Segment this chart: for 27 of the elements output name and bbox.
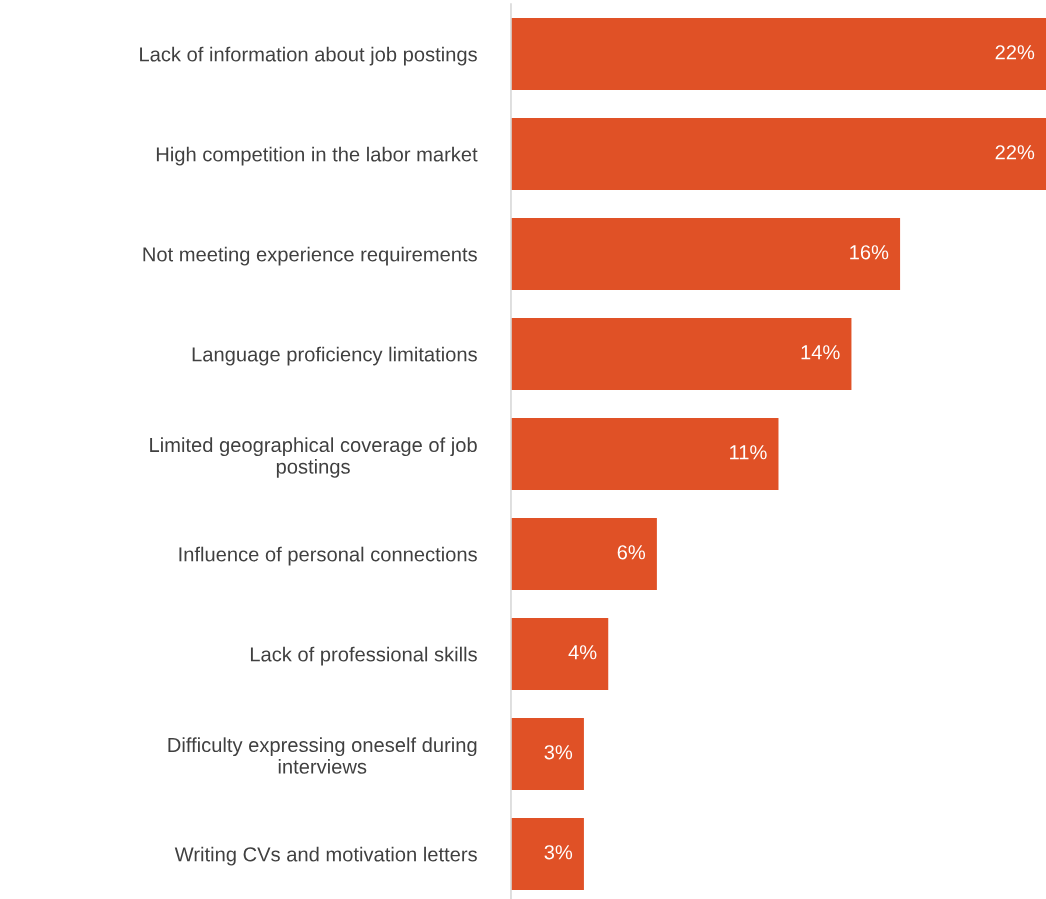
data-label: 16% bbox=[850, 245, 889, 260]
data-label: 3% bbox=[544, 845, 573, 860]
y-tick-label: Language proficiency limitations bbox=[192, 346, 477, 366]
y-tick-label: Limited geographical coverage of job postings bbox=[150, 437, 477, 478]
data-label: 3% bbox=[544, 745, 573, 760]
bar bbox=[510, 218, 901, 290]
y-tick-label: Not meeting experience requirements bbox=[143, 246, 477, 266]
bar bbox=[510, 818, 584, 890]
y-tick-label: Lack of professional skills bbox=[250, 646, 477, 666]
data-label: 11% bbox=[730, 445, 767, 460]
y-tick-label: High competition in the labor market bbox=[156, 146, 478, 166]
data-label: 22% bbox=[995, 45, 1035, 60]
data-label: 6% bbox=[617, 545, 646, 560]
y-tick-label: Influence of personal connections bbox=[179, 546, 477, 566]
y-tick-label: Writing CVs and motivation letters bbox=[174, 846, 477, 866]
bar bbox=[510, 318, 852, 390]
bar bbox=[510, 18, 1046, 90]
bar bbox=[510, 618, 609, 690]
y-tick-label: Lack of information about job postings bbox=[140, 46, 477, 66]
bar bbox=[510, 518, 657, 590]
bar bbox=[510, 118, 1046, 190]
data-label: 14% bbox=[801, 345, 840, 360]
data-label: 4% bbox=[568, 645, 597, 660]
y-tick-label: Difficulty expressing oneself during interviews bbox=[168, 737, 477, 774]
data-label: 22% bbox=[995, 145, 1035, 160]
bar bbox=[510, 418, 779, 490]
bar bbox=[510, 718, 584, 790]
